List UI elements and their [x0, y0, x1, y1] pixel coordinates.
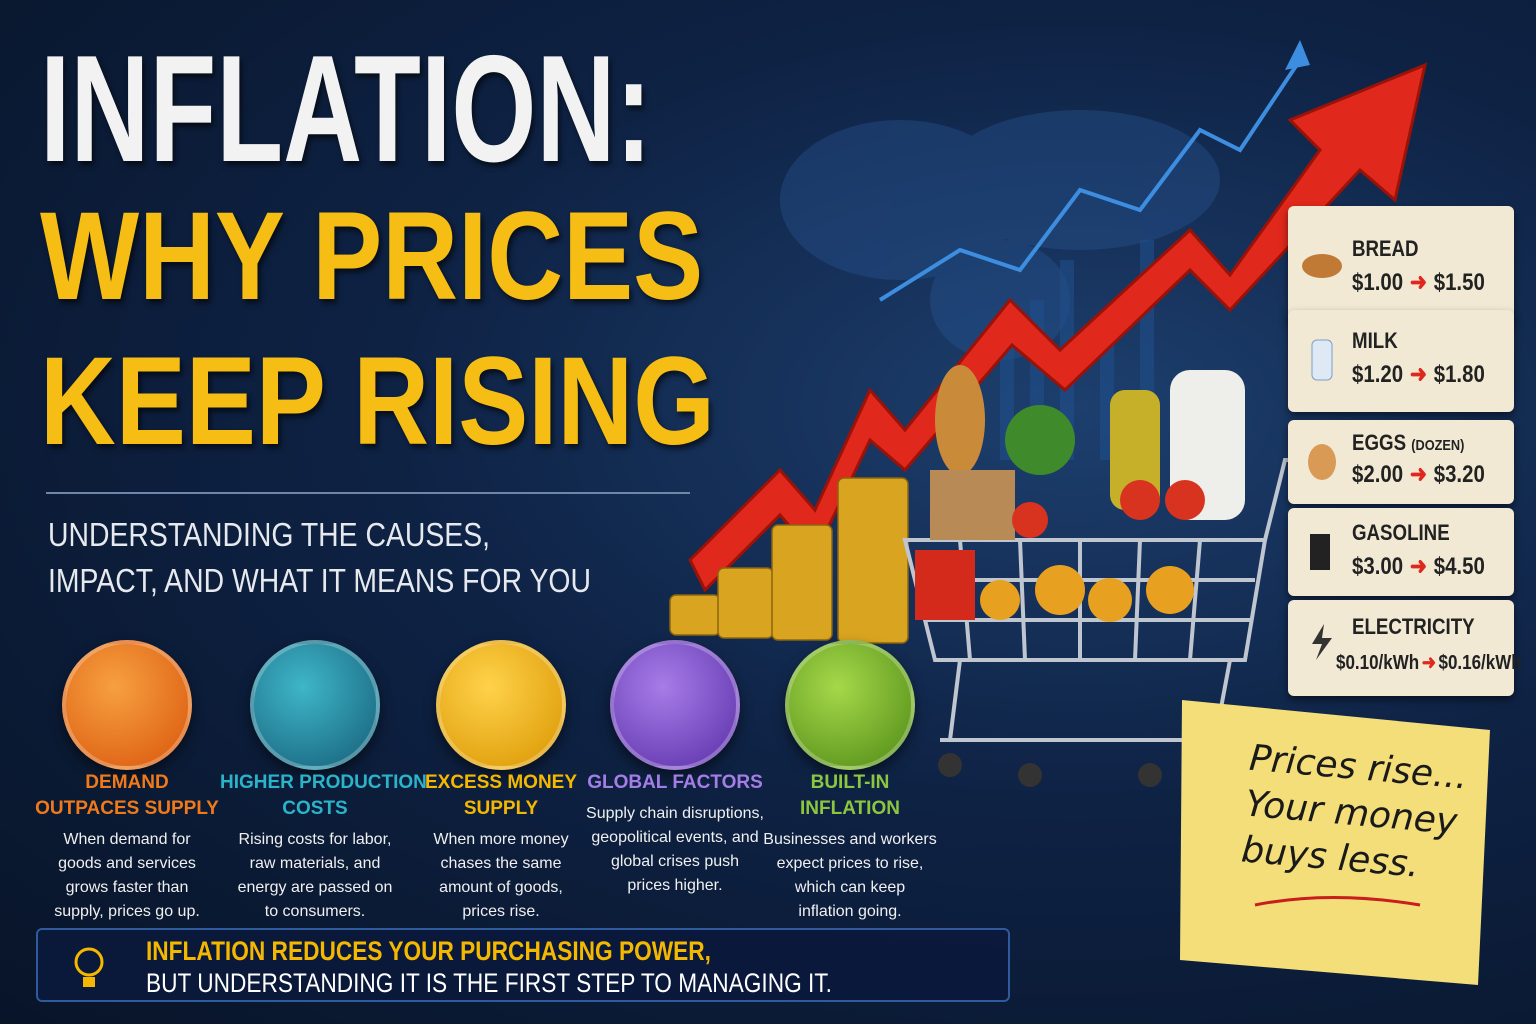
- price-change: $2.00 ➜ $3.20: [1352, 461, 1485, 488]
- heading-line: BUILT-IN: [810, 772, 890, 793]
- text-line: chases the same: [440, 855, 562, 872]
- cause-text: Businesses and workers expect prices to r…: [755, 828, 945, 924]
- text-line: prices rise.: [462, 903, 540, 920]
- heading-line: EXCESS MONEY: [424, 772, 578, 793]
- text-line: When demand for: [63, 831, 191, 848]
- item-name: EGGS (DOZEN): [1352, 430, 1464, 456]
- text-line: Rising costs for labor,: [238, 831, 392, 848]
- icon: [436, 640, 566, 770]
- text-line: geopolitical events, and: [591, 829, 759, 846]
- cause-card: HIGHER PRODUCTION COSTS Rising costs for …: [220, 640, 427, 924]
- heading-line: OUTPACES SUPPLY: [35, 798, 219, 819]
- icon: [785, 640, 915, 770]
- cause-text: Supply chain disruptions, geopolitical ev…: [580, 802, 770, 898]
- cause-heading: HIGHER PRODUCTION COSTS: [220, 770, 427, 822]
- price-change: $1.20 ➜ $1.80: [1352, 361, 1485, 388]
- price-from: $2.00: [1352, 461, 1404, 488]
- icon: [610, 640, 740, 770]
- price-from: $0.10/kWh: [1336, 652, 1420, 674]
- price-to: $3.20: [1433, 461, 1485, 488]
- subtitle: IMPACT, AND WHAT IT MEANS FOR YOU: [48, 562, 591, 599]
- text-line: raw materials, and: [249, 855, 381, 872]
- text-line: expect prices to rise,: [776, 855, 924, 872]
- heading-line: HIGHER PRODUCTION: [220, 772, 427, 793]
- icon: [1311, 339, 1333, 381]
- icon: [1302, 254, 1342, 278]
- cause-heading: DEMAND OUTPACES SUPPLY: [32, 770, 222, 822]
- price-tag: GASOLINE $3.00 ➜ $4.50: [1288, 508, 1514, 596]
- icon: [250, 640, 380, 770]
- price-tag: EGGS (DOZEN) $2.00 ➜ $3.20: [1288, 420, 1514, 504]
- cause-card: BUILT-IN INFLATION Businesses and workers…: [755, 640, 945, 924]
- banner-line: INFLATION REDUCES YOUR PURCHASING POWER,: [146, 936, 711, 966]
- text-line: Businesses and workers: [763, 831, 937, 848]
- price-from: $1.00: [1352, 269, 1404, 296]
- price-tag: MILK $1.20 ➜ $1.80: [1288, 310, 1514, 412]
- text-line: to consumers.: [264, 903, 366, 920]
- price-change: $0.10/kWh ➜ $0.16/kWh: [1336, 652, 1522, 674]
- heading-line: COSTS: [282, 798, 348, 819]
- price-change: $3.00 ➜ $4.50: [1352, 553, 1485, 580]
- text-line: When more money: [433, 831, 569, 848]
- icon: [1312, 624, 1332, 660]
- cause-text: Rising costs for labor, raw materials, an…: [220, 828, 410, 924]
- cause-heading: BUILT-IN INFLATION: [755, 770, 945, 822]
- cause-text: When demand for goods and services grows f…: [32, 828, 222, 924]
- icon: [62, 640, 192, 770]
- title-line: INFLATION:: [40, 24, 652, 194]
- title-line: KEEP RISING: [40, 332, 715, 471]
- text-line: energy are passed on: [237, 879, 393, 896]
- text-line: amount of goods,: [439, 879, 563, 896]
- cause-heading: GLOBAL FACTORS: [580, 770, 770, 796]
- text-line: inflation going.: [798, 903, 902, 920]
- item-name: BREAD: [1352, 236, 1419, 261]
- text-line: supply, prices go up.: [54, 903, 200, 920]
- heading-line: DEMAND: [85, 772, 169, 793]
- banner-line: BUT UNDERSTANDING IT IS THE FIRST STEP T…: [146, 968, 832, 998]
- price-from: $3.00: [1352, 553, 1404, 580]
- price-from: $1.20: [1352, 361, 1404, 388]
- text-line: prices higher.: [627, 877, 723, 894]
- price-tag: BREAD $1.00 ➜ $1.50: [1288, 206, 1514, 324]
- item-name: ELECTRICITY: [1352, 614, 1475, 639]
- cause-text: When more money chases the same amount of …: [406, 828, 596, 924]
- cause-card: DEMAND OUTPACES SUPPLY When demand for goo…: [32, 640, 222, 924]
- cause-card: EXCESS MONEY SUPPLY When more money chases…: [406, 640, 596, 924]
- text-line: goods and services: [58, 855, 196, 872]
- banner: INFLATION REDUCES YOUR PURCHASING POWER,…: [36, 928, 1010, 1002]
- price-to: $1.80: [1433, 361, 1485, 388]
- item-name: MILK: [1352, 328, 1398, 353]
- price-to: $0.16/kWh: [1438, 652, 1522, 674]
- cause-heading: EXCESS MONEY SUPPLY: [406, 770, 596, 822]
- heading-line: INFLATION: [800, 798, 900, 819]
- price-change: $1.00 ➜ $1.50: [1352, 269, 1485, 296]
- heading-line: SUPPLY: [463, 798, 539, 819]
- icon: [1308, 444, 1336, 480]
- item-note: (DOZEN): [1411, 437, 1465, 454]
- price-to: $1.50: [1433, 269, 1485, 296]
- cause-card: GLOBAL FACTORS Supply chain disruptions,…: [580, 640, 770, 898]
- text-line: Supply chain disruptions,: [586, 805, 764, 822]
- sticky-note: Prices rise... Your money buys less.: [1239, 736, 1469, 893]
- title-line: WHY PRICES: [40, 187, 704, 326]
- text-line: grows faster than: [65, 879, 189, 896]
- lightbulb-icon: [74, 947, 104, 987]
- heading-line: GLOBAL FACTORS: [587, 772, 763, 793]
- text-line: global crises push: [610, 853, 740, 870]
- subtitle: UNDERSTANDING THE CAUSES,: [48, 516, 491, 553]
- item-name: GASOLINE: [1352, 520, 1450, 545]
- price-to: $4.50: [1433, 553, 1485, 580]
- icon: [1310, 534, 1330, 570]
- text-line: which can keep: [794, 879, 906, 896]
- item-label: EGGS: [1352, 430, 1407, 455]
- price-tag: ELECTRICITY $0.10/kWh ➜ $0.16/kWh: [1288, 600, 1522, 696]
